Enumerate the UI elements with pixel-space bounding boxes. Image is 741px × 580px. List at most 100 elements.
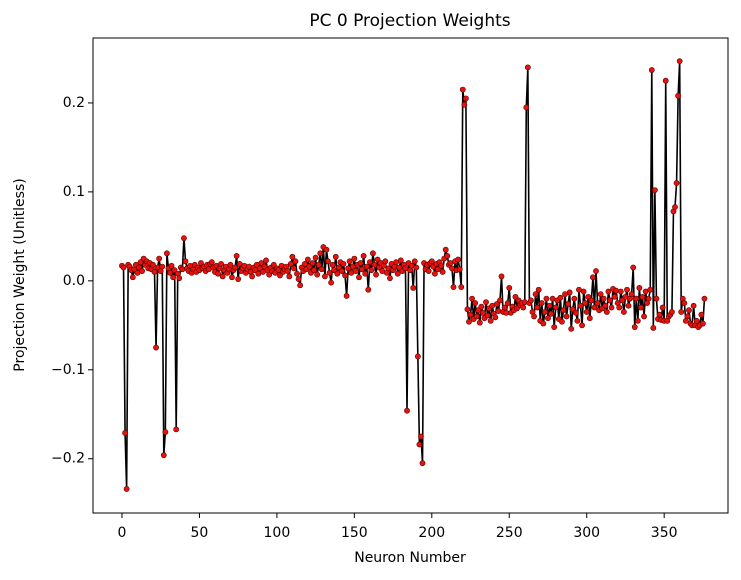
data-point [208, 259, 215, 266]
data-point [684, 313, 691, 320]
data-point [625, 302, 632, 309]
data-point [215, 270, 221, 277]
data-point [431, 270, 438, 277]
data-point [557, 294, 564, 301]
data-point [339, 268, 345, 274]
data-point [582, 300, 589, 306]
data-point [594, 300, 601, 306]
data-point [359, 266, 365, 273]
data-point [328, 279, 335, 286]
chart-title: PC 0 Projection Weights [309, 11, 510, 31]
data-point [603, 309, 610, 315]
data-point [317, 250, 324, 257]
data-point [495, 308, 502, 314]
x-tick-label: 50 [191, 525, 209, 541]
data-point [156, 255, 163, 262]
data-point [450, 284, 457, 290]
data-point [356, 274, 362, 281]
data-point [455, 256, 462, 263]
data-point [438, 262, 444, 269]
data-point [546, 302, 553, 309]
data-point [167, 269, 173, 276]
data-point [487, 317, 494, 324]
data-point [425, 268, 432, 274]
data-point [456, 266, 463, 273]
data-point [162, 429, 169, 435]
data-point [466, 318, 472, 325]
data-point [351, 255, 358, 262]
data-point [605, 288, 612, 295]
data-point [672, 204, 678, 210]
data-point [176, 275, 183, 282]
data-point [370, 250, 376, 257]
data-point [483, 299, 489, 306]
data-point [439, 269, 446, 275]
data-point [560, 307, 567, 314]
data-point [669, 309, 675, 315]
y-tick-label: −0.1 [51, 362, 85, 378]
data-point [363, 263, 370, 270]
data-point [636, 285, 643, 291]
data-point [535, 286, 542, 293]
data-point [373, 271, 379, 278]
data-point [249, 273, 255, 280]
data-point [334, 270, 341, 277]
data-point [639, 293, 646, 300]
data-point [480, 309, 486, 316]
data-point [314, 271, 321, 278]
data-point [593, 268, 599, 274]
data-point [173, 426, 180, 433]
data-line [121, 61, 706, 490]
data-point [318, 266, 325, 273]
data-point [304, 256, 311, 263]
data-point [693, 317, 700, 324]
data-point [650, 325, 657, 331]
data-point [588, 297, 595, 304]
data-point [139, 268, 146, 274]
data-point [153, 344, 159, 351]
data-point [246, 263, 252, 270]
data-point [170, 274, 176, 281]
data-point [538, 300, 545, 306]
data-point [362, 270, 369, 277]
y-tick-label: 0.1 [63, 184, 85, 200]
data-point [631, 324, 638, 330]
data-point [586, 315, 593, 322]
data-point [467, 311, 474, 318]
data-point [311, 267, 317, 274]
data-point [179, 266, 186, 273]
data-point [478, 303, 485, 310]
data-point [583, 309, 590, 315]
data-point [416, 441, 423, 448]
x-tick-label: 100 [264, 525, 291, 541]
data-point [458, 284, 465, 290]
data-point [678, 309, 685, 315]
data-point [387, 275, 393, 282]
data-point [326, 269, 333, 276]
data-point [591, 304, 598, 311]
data-point [342, 272, 348, 279]
data-point [521, 299, 528, 306]
data-point [227, 261, 234, 268]
data-point [613, 287, 620, 294]
data-point [284, 268, 291, 274]
y-axis-label: Projection Weight (Unitless) [12, 178, 28, 371]
data-point [675, 92, 682, 99]
data-point [611, 293, 618, 300]
data-point [563, 313, 570, 320]
data-point [698, 311, 705, 318]
data-point [469, 295, 475, 302]
data-point [648, 67, 655, 73]
data-point [579, 322, 585, 329]
data-point [600, 295, 607, 302]
data-point [315, 261, 322, 268]
data-point [476, 319, 483, 326]
data-point [419, 460, 426, 467]
data-point [577, 302, 584, 309]
data-point [506, 285, 513, 291]
data-point [624, 286, 630, 293]
data-point [524, 64, 531, 71]
data-point [182, 258, 189, 265]
data-point [580, 288, 587, 295]
data-point [414, 353, 421, 360]
